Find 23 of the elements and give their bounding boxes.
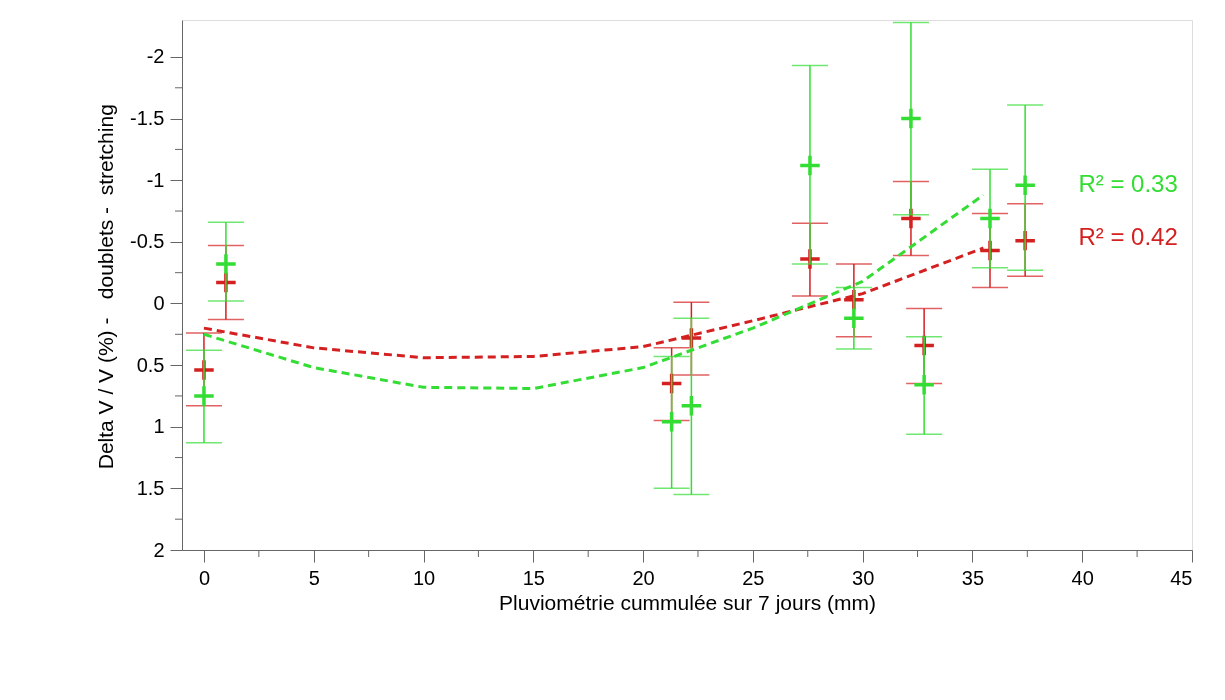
x-tick-label: 25 [742, 566, 765, 589]
y-tick-label: 1.5 [136, 476, 165, 499]
x-tick-label: 20 [632, 566, 655, 589]
x-tick-label: 0 [198, 566, 211, 589]
y-tick-label: -1 [146, 168, 165, 191]
x-tick-label: 35 [961, 566, 985, 589]
y-tick-label: -0.5 [130, 230, 165, 253]
y-tick-label: 0 [153, 291, 165, 314]
x-tick-label: 30 [852, 566, 875, 589]
x-tick-label: 45 [1170, 566, 1193, 589]
y-tick-label: -2 [146, 45, 165, 68]
annotation: R² = 0.42 [1078, 223, 1178, 251]
y-tick-label: -1.5 [130, 107, 165, 130]
y-axis-title: Delta V / V (%) - doublets - stretching [94, 104, 117, 470]
y-tick-label: 2 [153, 538, 165, 561]
y-tick-label: 1 [153, 415, 165, 438]
annotation: R² = 0.33 [1078, 170, 1178, 198]
x-tick-label: 5 [308, 566, 320, 589]
x-axis-title: Pluviométrie cummulée sur 7 jours (mm) [499, 590, 876, 614]
x-tick-label: 15 [522, 566, 545, 589]
x-tick-label: 40 [1071, 566, 1094, 589]
y-tick-label: 0.5 [136, 353, 165, 376]
x-tick-label: 10 [412, 566, 436, 589]
